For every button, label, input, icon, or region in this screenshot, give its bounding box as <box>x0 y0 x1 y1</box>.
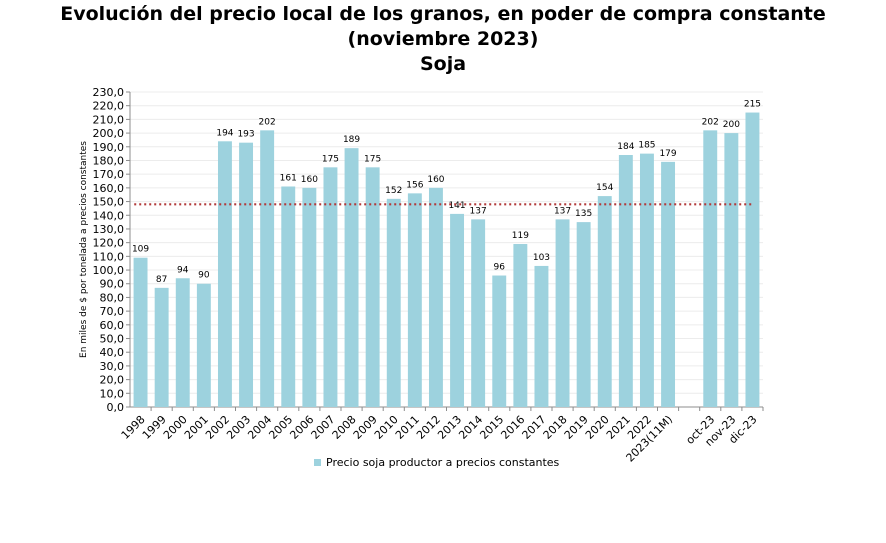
legend-swatch <box>314 459 321 466</box>
y-tick-label: 10,0 <box>100 387 125 400</box>
data-label: 179 <box>659 149 676 159</box>
data-label: 194 <box>216 128 233 138</box>
data-label: 189 <box>343 135 360 145</box>
y-tick-label: 130,0 <box>93 223 125 236</box>
y-tick-label: 50,0 <box>100 333 125 346</box>
data-label: 185 <box>638 141 655 151</box>
bar <box>450 213 465 407</box>
data-label: 160 <box>427 175 444 185</box>
y-tick-label: 210,0 <box>93 113 125 126</box>
data-label: 94 <box>177 265 189 275</box>
y-tick-label: 150,0 <box>93 196 125 209</box>
y-tick-label: 100,0 <box>93 264 125 277</box>
data-label: 160 <box>301 175 318 185</box>
bar <box>471 219 486 407</box>
data-label: 137 <box>470 206 487 216</box>
data-label: 90 <box>198 271 210 281</box>
data-label: 200 <box>723 120 740 130</box>
data-label: 202 <box>259 117 276 127</box>
y-tick-label: 140,0 <box>93 209 125 222</box>
bar <box>576 222 591 407</box>
bar <box>745 112 760 407</box>
data-label: 184 <box>617 142 634 152</box>
data-label: 135 <box>575 209 592 219</box>
data-label: 215 <box>744 100 761 110</box>
y-axis-label: En miles de $ por tonelada a precios con… <box>79 141 89 358</box>
y-tick-label: 170,0 <box>93 168 125 181</box>
bar <box>555 219 570 407</box>
data-label: 96 <box>494 263 506 273</box>
y-tick-label: 110,0 <box>93 250 125 263</box>
data-label: 87 <box>156 275 167 285</box>
data-label: 193 <box>237 130 254 140</box>
y-tick-label: 120,0 <box>93 237 125 250</box>
chart-title: Evolución del precio local de los granos… <box>60 3 826 50</box>
bar <box>618 155 633 407</box>
y-tick-label: 60,0 <box>100 319 125 332</box>
y-tick-label: 230,0 <box>93 86 125 99</box>
bar <box>217 141 232 407</box>
data-label: 175 <box>322 154 339 164</box>
bar <box>492 275 507 407</box>
bar <box>703 130 718 407</box>
bar <box>386 198 401 407</box>
data-label: 103 <box>533 253 550 263</box>
bar <box>154 287 169 407</box>
y-tick-label: 70,0 <box>100 305 125 318</box>
title-block: Evolución del precio local de los granos… <box>0 2 886 77</box>
y-tick-label: 180,0 <box>93 154 125 167</box>
y-tick-label: 90,0 <box>100 278 125 291</box>
legend-label: Precio soja productor a precios constant… <box>326 456 560 469</box>
bar <box>196 283 211 407</box>
data-label: 154 <box>596 183 613 193</box>
bar <box>407 193 422 407</box>
bar <box>597 196 612 407</box>
bar <box>639 153 654 407</box>
data-label: 175 <box>364 154 381 164</box>
bar <box>534 265 549 407</box>
chart-subtitle: Soja <box>419 53 467 75</box>
bar <box>281 186 296 407</box>
bar <box>513 244 528 407</box>
y-tick-label: 30,0 <box>100 360 125 373</box>
y-tick-label: 190,0 <box>93 141 125 154</box>
data-label: 202 <box>702 117 719 127</box>
data-label: 152 <box>385 186 402 196</box>
bar <box>365 167 380 407</box>
data-label: 141 <box>448 201 465 211</box>
bar <box>260 130 275 407</box>
data-label: 109 <box>132 245 149 255</box>
bar <box>175 278 190 407</box>
bar <box>661 161 676 407</box>
y-tick-label: 0,0 <box>107 401 125 414</box>
data-label: 119 <box>512 231 529 241</box>
bar <box>323 167 338 407</box>
data-label: 137 <box>554 206 571 216</box>
bar <box>344 148 359 408</box>
y-tick-label: 40,0 <box>100 346 125 359</box>
bar <box>133 257 148 407</box>
bar <box>428 187 443 407</box>
y-tick-label: 200,0 <box>93 127 125 140</box>
bar <box>302 187 317 407</box>
y-tick-label: 160,0 <box>93 182 125 195</box>
data-label: 156 <box>406 180 423 190</box>
bar <box>724 133 739 407</box>
bar <box>239 142 254 407</box>
data-label: 161 <box>280 174 297 184</box>
y-tick-label: 80,0 <box>100 291 125 304</box>
y-tick-label: 220,0 <box>93 100 125 113</box>
legend: Precio soja productor a precios constant… <box>314 456 559 469</box>
y-tick-label: 20,0 <box>100 374 125 387</box>
